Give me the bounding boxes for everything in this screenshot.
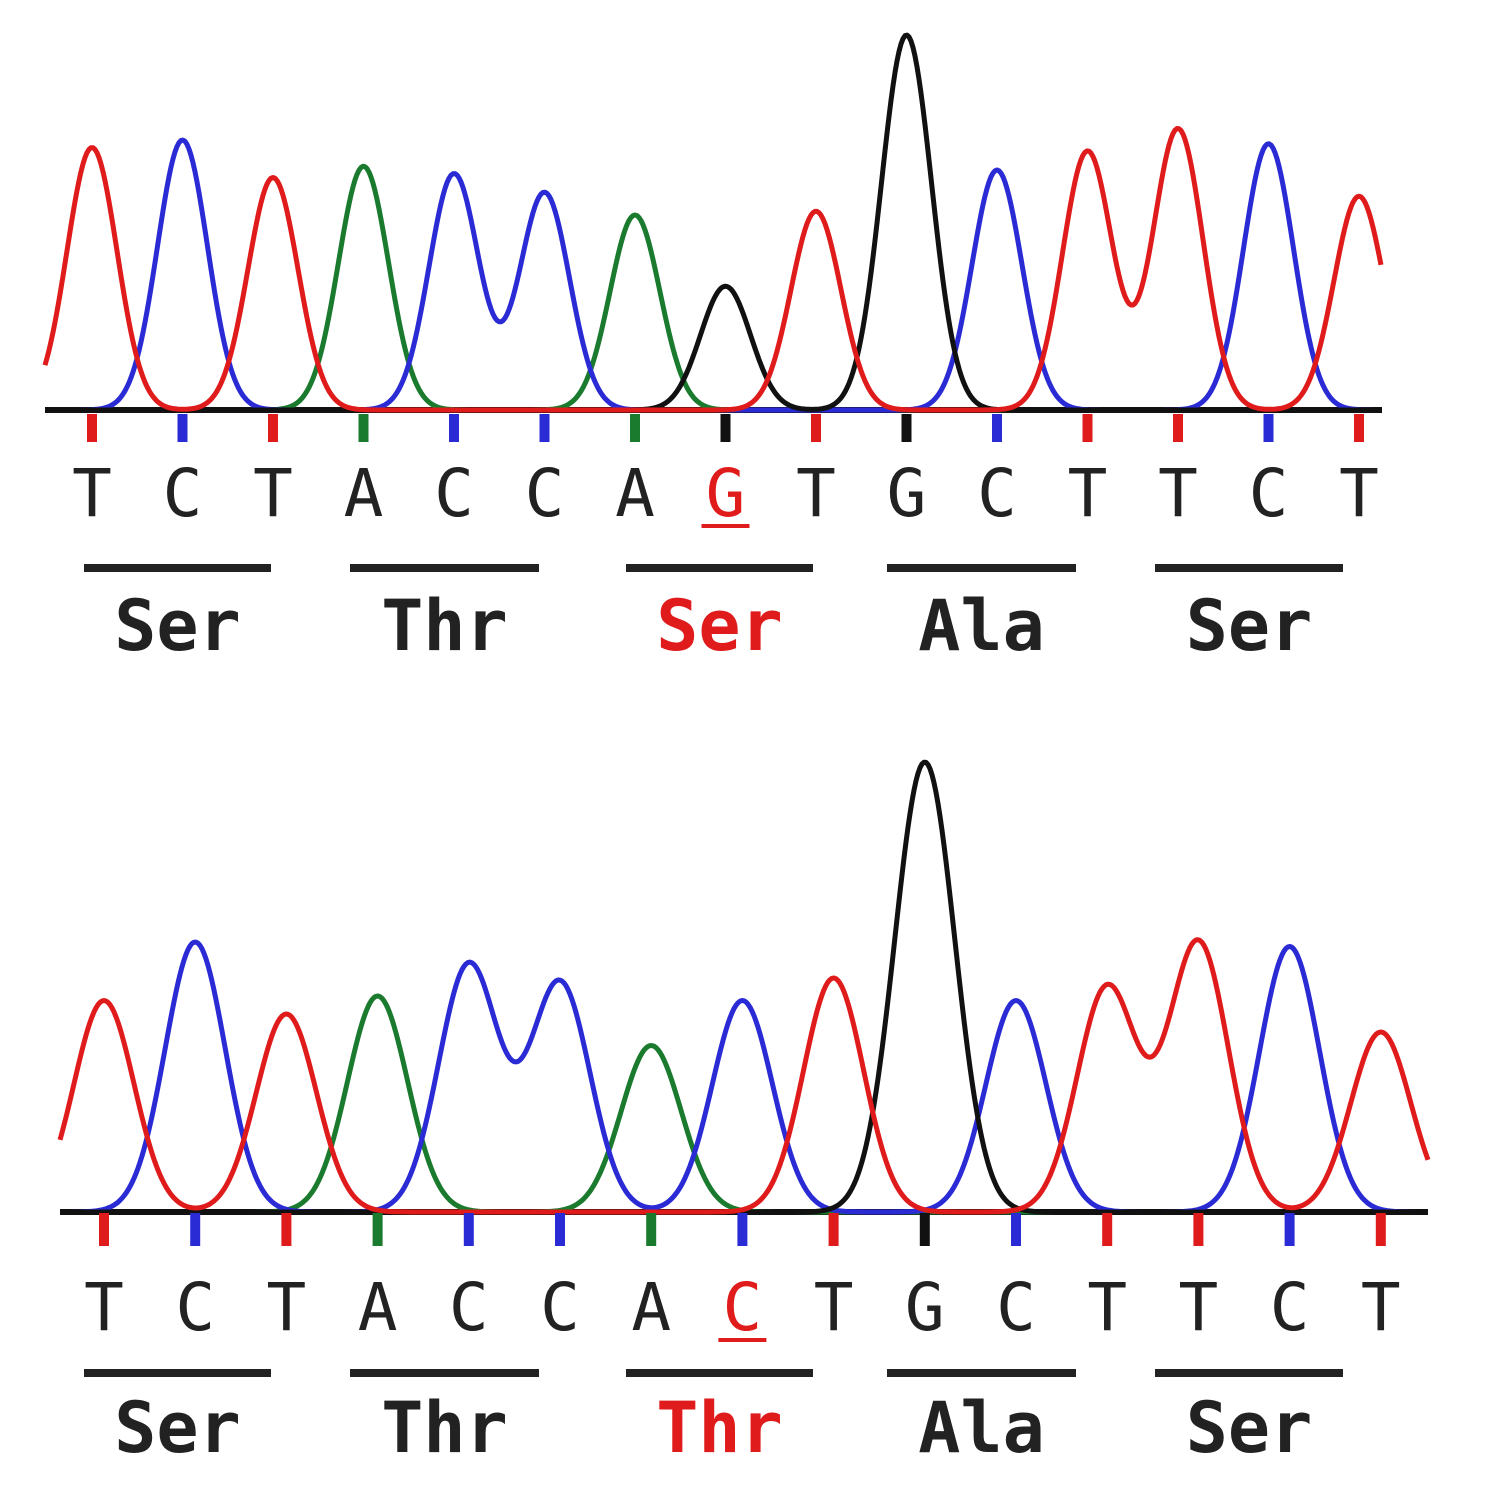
chromatogram-panel-mutant: T C T A C C A C T G C T T C T Ser Thr Thr Ala Ser <box>0 750 1489 1500</box>
base-letter: T <box>796 455 836 532</box>
base-letter: C <box>175 1269 215 1346</box>
base-tick <box>1102 1213 1113 1246</box>
base-letter: T <box>1158 455 1198 532</box>
codon-label: Thr <box>381 1387 507 1469</box>
base-tick <box>1375 1213 1386 1246</box>
trace-g <box>59 759 1429 1215</box>
base-letter: T <box>84 1269 124 1346</box>
base-letter: C <box>996 1269 1036 1346</box>
base-letter: G <box>905 1269 945 1346</box>
base-letter: T <box>1087 1269 1127 1346</box>
base-tick <box>919 1213 930 1246</box>
trace-c <box>59 939 1429 1215</box>
base-tick <box>1263 414 1274 442</box>
base-tick <box>281 1213 292 1246</box>
codon-label: Ala <box>918 585 1044 667</box>
base-tick <box>1284 1213 1295 1246</box>
mutated-base-letter: G <box>706 455 746 532</box>
base-tick <box>555 1213 565 1246</box>
base-letter: T <box>814 1269 854 1346</box>
base-letter: A <box>631 1269 671 1346</box>
base-tick <box>372 1213 383 1246</box>
codon-label: Thr <box>381 585 507 667</box>
codon-label: Ala <box>918 1387 1044 1469</box>
base-tick <box>720 414 731 442</box>
base-letter: T <box>267 1269 307 1346</box>
base-tick <box>828 1213 839 1246</box>
base-letter: C <box>163 455 203 532</box>
base-letter: T <box>1179 1269 1219 1346</box>
base-letter: T <box>1339 455 1379 532</box>
codon-label-highlight: Ser <box>656 585 782 667</box>
base-letter: C <box>1270 1269 1310 1346</box>
trace-t <box>57 937 1431 1215</box>
base-tick <box>1011 1213 1021 1246</box>
base-letter: C <box>540 1269 580 1346</box>
trace-g <box>44 32 1382 413</box>
base-tick <box>190 1213 201 1246</box>
chromatogram-panel-wildtype: T C T A C C A G T G C T T C T Ser Thr Ser Ala Ser <box>0 0 1489 750</box>
base-tick <box>1354 414 1364 442</box>
codon-label: Ser <box>114 1387 240 1469</box>
base-letter: C <box>449 1269 489 1346</box>
base-tick <box>811 414 821 442</box>
base-letter: C <box>977 455 1017 532</box>
base-letter: A <box>358 1269 398 1346</box>
base-tick <box>268 414 278 442</box>
base-tick <box>630 414 640 442</box>
base-tick <box>992 414 1002 442</box>
base-tick <box>1082 414 1093 442</box>
base-tick <box>87 414 97 442</box>
base-letter: T <box>1361 1269 1401 1346</box>
base-tick <box>539 414 550 442</box>
base-tick <box>901 414 912 442</box>
base-tick <box>646 1213 657 1246</box>
base-tick <box>177 414 188 442</box>
base-letter: T <box>1068 455 1108 532</box>
base-letter: T <box>72 455 112 532</box>
mutated-base-letter: C <box>723 1269 763 1346</box>
base-letter: A <box>344 455 384 532</box>
base-letter: G <box>887 455 927 532</box>
base-tick <box>1193 1213 1204 1246</box>
base-tick <box>99 1213 109 1246</box>
codon-label-highlight: Thr <box>656 1387 782 1469</box>
base-tick <box>1173 414 1183 442</box>
base-letter: C <box>1249 455 1289 532</box>
base-tick <box>463 1213 474 1246</box>
base-letter: A <box>615 455 655 532</box>
codon-label: Ser <box>1186 585 1312 667</box>
base-tick <box>358 414 369 442</box>
base-tick <box>449 414 459 442</box>
base-letter: T <box>253 455 293 532</box>
base-tick <box>737 1213 748 1246</box>
codon-label: Ser <box>1186 1387 1312 1469</box>
base-letter: C <box>434 455 474 532</box>
base-letter: C <box>525 455 565 532</box>
trace-t <box>42 126 1384 413</box>
codon-label: Ser <box>114 585 240 667</box>
